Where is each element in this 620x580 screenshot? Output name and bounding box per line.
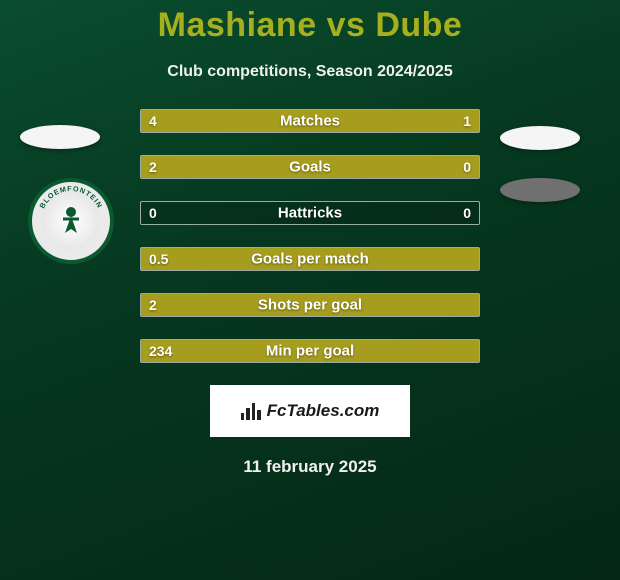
title-player-right: Dube bbox=[375, 6, 462, 44]
avatar-right-2 bbox=[500, 178, 580, 202]
avatar-right-1 bbox=[500, 126, 580, 150]
stat-label: Min per goal bbox=[266, 343, 354, 360]
fctables-badge: FcTables.com bbox=[210, 385, 410, 437]
stat-row: Min per goal 234 bbox=[0, 339, 620, 363]
page-title: Mashiane vs Dube bbox=[0, 0, 620, 45]
stat-bar-track: Hattricks 0 0 bbox=[140, 201, 480, 225]
fctables-logo-icon bbox=[241, 402, 261, 420]
fctables-text: FcTables.com bbox=[267, 401, 380, 421]
stat-row: Goals 2 0 bbox=[0, 155, 620, 179]
stat-value-right: 0 bbox=[463, 205, 471, 221]
stat-label: Shots per goal bbox=[258, 297, 362, 314]
stat-value-right: 0 bbox=[463, 159, 471, 175]
stat-value-left: 234 bbox=[149, 343, 172, 359]
stat-bar-track: Goals 2 0 bbox=[140, 155, 480, 179]
stat-row: Shots per goal 2 bbox=[0, 293, 620, 317]
celtic-figure-icon bbox=[53, 203, 89, 239]
title-player-left: Mashiane bbox=[158, 6, 317, 44]
title-vs: vs bbox=[327, 6, 376, 44]
stat-value-left: 2 bbox=[149, 159, 157, 175]
stat-label: Matches bbox=[280, 113, 340, 130]
stat-value-left: 0.5 bbox=[149, 251, 168, 267]
footer-date: 11 february 2025 bbox=[0, 457, 620, 477]
stat-value-left: 2 bbox=[149, 297, 157, 313]
subtitle: Club competitions, Season 2024/2025 bbox=[0, 63, 620, 81]
stat-label: Goals bbox=[289, 159, 331, 176]
club-badge-left: BLOEMFONTEIN CELTIC bbox=[28, 178, 114, 264]
stat-value-right: 1 bbox=[463, 113, 471, 129]
stat-value-left: 4 bbox=[149, 113, 157, 129]
stat-value-left: 0 bbox=[149, 205, 157, 221]
stat-bar-track: Matches 4 1 bbox=[140, 109, 480, 133]
stat-bar-track: Goals per match 0.5 bbox=[140, 247, 480, 271]
avatar-left bbox=[20, 125, 100, 149]
stat-bar-track: Shots per goal 2 bbox=[140, 293, 480, 317]
club-badge-inner-icon bbox=[42, 192, 100, 250]
stat-bar-track: Min per goal 234 bbox=[140, 339, 480, 363]
stat-label: Hattricks bbox=[278, 205, 342, 222]
stat-label: Goals per match bbox=[251, 251, 369, 268]
stat-bar-fill-left bbox=[141, 110, 411, 132]
